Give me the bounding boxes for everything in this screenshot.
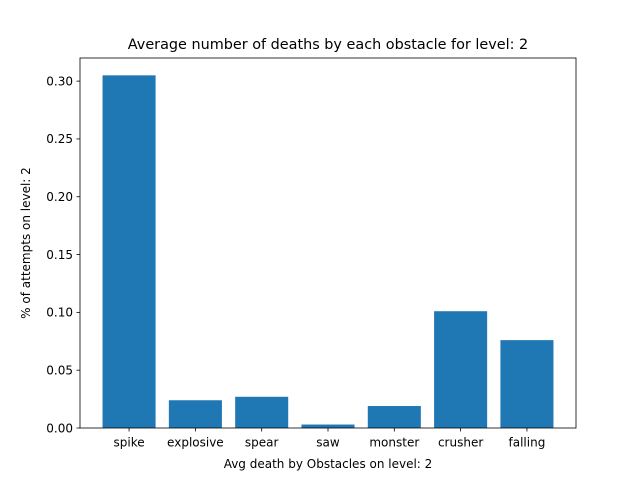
bar-explosive	[168, 400, 222, 428]
x-tick-label-falling: falling	[509, 436, 546, 450]
bar-monster	[367, 406, 421, 428]
y-tick-label: 0.15	[46, 248, 73, 262]
bar-falling	[500, 340, 554, 428]
y-tick-label: 0.05	[46, 363, 73, 377]
y-axis-label: % of attempts on level: 2	[19, 167, 33, 319]
bar-spike	[102, 75, 156, 428]
y-tick-label: 0.30	[46, 74, 73, 88]
x-axis-label: Avg death by Obstacles on level: 2	[224, 457, 433, 471]
axes-frame	[79, 57, 577, 429]
x-tick-label-monster: monster	[369, 436, 419, 450]
x-tick-label-crusher: crusher	[438, 436, 483, 450]
y-tick-label: 0.10	[46, 306, 73, 320]
bar-spear	[235, 396, 289, 428]
x-tick-label-spear: spear	[245, 436, 279, 450]
y-tick-label: 0.25	[46, 132, 73, 146]
x-tick-label-spike: spike	[114, 436, 145, 450]
y-tick-label: 0.00	[46, 421, 73, 435]
x-tick-label-saw: saw	[316, 436, 340, 450]
chart-title: Average number of deaths by each obstacl…	[128, 37, 528, 53]
y-tick-label: 0.20	[46, 190, 73, 204]
bar-saw	[301, 424, 355, 428]
bar-crusher	[434, 311, 488, 428]
bars	[102, 75, 554, 428]
x-tick-label-explosive: explosive	[167, 436, 224, 450]
x-axis-ticks: spike explosive spear saw monster crusher fall…	[114, 428, 546, 450]
y-axis-ticks: 0.00 0.05 0.10 0.15 0.20 0.25 0.30	[46, 74, 80, 435]
